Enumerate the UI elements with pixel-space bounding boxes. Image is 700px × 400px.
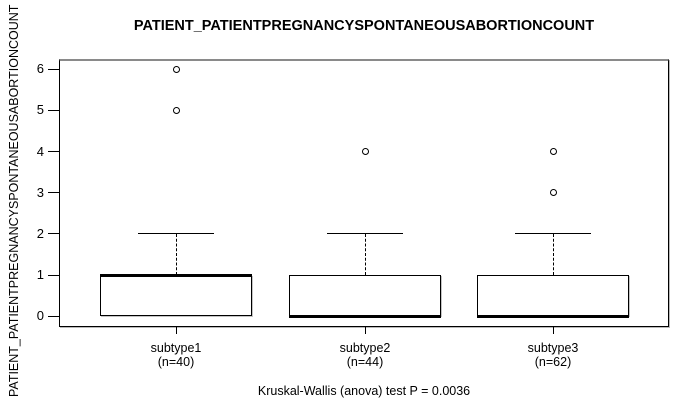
boxplot-box xyxy=(289,275,441,317)
median-line xyxy=(477,315,629,319)
y-axis-tick xyxy=(48,315,59,317)
boxplot-box xyxy=(100,275,252,317)
y-axis-tick xyxy=(48,68,59,70)
median-line xyxy=(289,315,441,319)
upper-whisker-stem xyxy=(175,233,177,276)
chart-title: PATIENT_PATIENTPREGNANCYSPONTANEOUSABORT… xyxy=(133,18,595,34)
y-axis-tick-label: 6 xyxy=(36,61,44,77)
outlier-point xyxy=(172,106,180,114)
outlier-point xyxy=(172,65,180,73)
y-axis-tick-label: 0 xyxy=(36,308,44,324)
y-axis-tick xyxy=(48,274,59,276)
group-n-label: (n=40) xyxy=(157,355,195,369)
y-axis-tick-label: 4 xyxy=(36,143,44,159)
outlier-point xyxy=(361,148,369,156)
group-name-label: subtype2 xyxy=(339,341,391,355)
x-axis-group-label: subtype1 (n=40) xyxy=(106,341,246,369)
y-axis-tick-label: 1 xyxy=(36,267,44,283)
x-axis-group-label: subtype3 (n=62) xyxy=(483,341,623,369)
x-axis-tick xyxy=(175,327,177,334)
x-axis-group-label: subtype2 (n=44) xyxy=(295,341,435,369)
y-axis-tick-label: 3 xyxy=(36,184,44,200)
upper-whisker-cap xyxy=(515,233,591,235)
y-axis-tick xyxy=(48,109,59,111)
group-n-label: (n=44) xyxy=(346,355,384,369)
y-axis-tick xyxy=(48,233,59,235)
group-name-label: subtype1 xyxy=(150,341,202,355)
group-n-label: (n=62) xyxy=(534,355,572,369)
upper-whisker-cap xyxy=(327,233,403,235)
boxplot-box xyxy=(477,275,629,317)
outlier-point xyxy=(549,148,557,156)
y-axis-tick xyxy=(48,192,59,194)
y-axis-tick-label: 5 xyxy=(36,102,44,118)
y-axis-tick-label: 2 xyxy=(36,225,44,241)
x-axis-tick xyxy=(364,327,366,334)
outlier-point xyxy=(549,189,557,197)
upper-whisker-cap xyxy=(138,233,214,235)
stat-test-note: Kruskal-Wallis (anova) test P = 0.0036 xyxy=(257,384,471,398)
median-line xyxy=(100,274,252,278)
upper-whisker-stem xyxy=(364,233,366,276)
x-axis-tick xyxy=(552,327,554,334)
y-axis-tick xyxy=(48,151,59,153)
group-name-label: subtype3 xyxy=(527,341,579,355)
upper-whisker-stem xyxy=(552,233,554,276)
